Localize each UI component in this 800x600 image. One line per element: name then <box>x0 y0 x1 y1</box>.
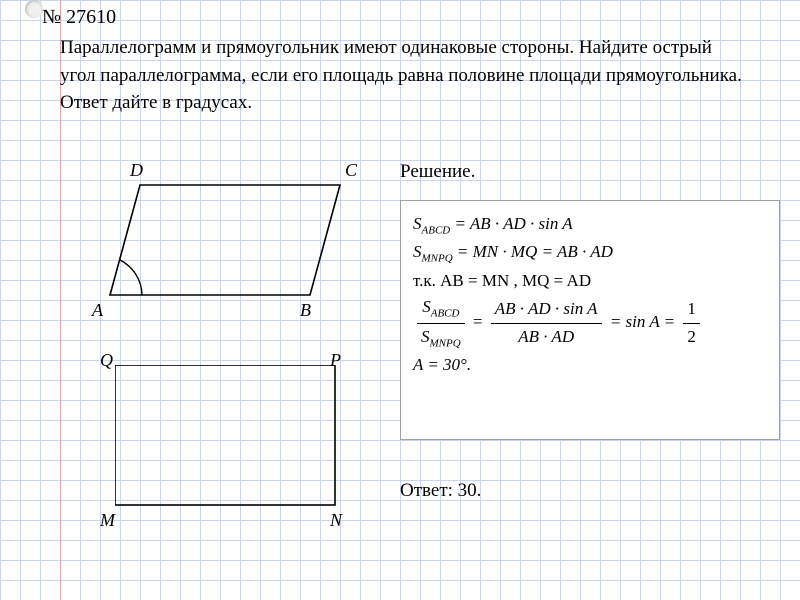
angle-arc-icon <box>120 260 142 295</box>
problem-number: № 27610 <box>42 6 116 29</box>
math-line-4: SABCD SMNPQ = AB · AD · sin A AB · AD = … <box>413 294 767 352</box>
rectangle-rect <box>115 365 335 505</box>
math-line-5: A = 30°. <box>413 352 767 378</box>
vertex-p: P <box>330 350 341 371</box>
vertex-b: B <box>300 300 311 321</box>
math-line-3: т.к. AB = MN , MQ = AD <box>413 268 767 294</box>
parallelogram-shape <box>80 175 370 315</box>
vertex-q: Q <box>100 350 113 371</box>
math-line-1: SABCD = AB · AD · sin A <box>413 211 767 239</box>
math-line-2: SMNPQ = MN · MQ = AB · AD <box>413 239 767 267</box>
vertex-c: C <box>345 160 357 181</box>
page-content: № 27610 Параллелограмм и прямоугольник и… <box>0 0 800 600</box>
answer-text: Ответ: 30. <box>400 480 481 502</box>
vertex-m: M <box>100 510 115 531</box>
problem-text: Параллелограмм и прямоугольник имеют оди… <box>60 34 750 117</box>
parallelogram-polygon <box>110 185 340 295</box>
solution-math-box: SABCD = AB · AD · sin A SMNPQ = MN · MQ … <box>400 200 780 440</box>
vertex-n: N <box>330 510 342 531</box>
vertex-a: A <box>92 300 103 321</box>
vertex-d: D <box>130 160 143 181</box>
solution-heading: Решение. <box>400 161 475 183</box>
rectangle-shape <box>115 365 345 515</box>
